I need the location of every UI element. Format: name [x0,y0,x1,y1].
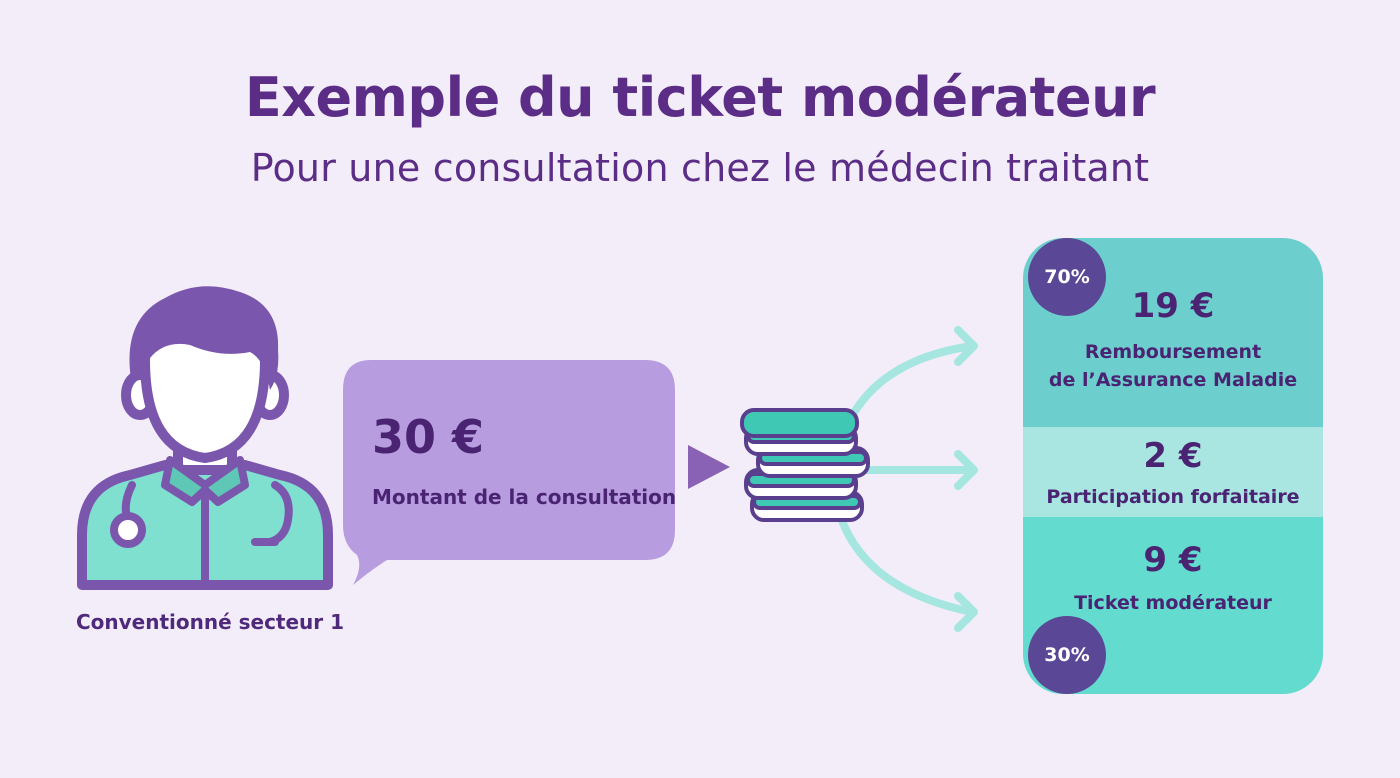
doctor-caption: Conventionné secteur 1 [75,610,345,634]
consultation-label: Montant de la consultation [372,485,677,509]
doctor-hair [129,286,279,390]
arrow-top-icon [841,326,978,434]
breakdown-panel: 19 € Remboursement de l’Assurance Maladi… [1023,238,1323,694]
page-title: Exemple du ticket modérateur [244,66,1156,129]
flat-fee-amount: 2 € [1143,436,1203,476]
flow-graphic [688,326,978,632]
doctor-collar [161,456,249,506]
flat-fee-section [1023,427,1323,517]
arrow-middle-icon [851,450,978,490]
arrow-bottom-icon [836,511,978,632]
ticket-amount: 9 € [1143,540,1203,580]
consultation-amount: 30 € [372,410,485,464]
consultation-bubble [343,360,675,585]
reimbursement-percent-badge: 70% [1028,238,1106,316]
coins-icon [740,408,870,522]
flat-fee-label: Participation forfaitaire [1046,486,1300,508]
reimbursement-label-line1: Remboursement [1084,341,1262,363]
ticket-percent-badge: 30% [1028,616,1106,694]
doctor-illustration [77,286,333,590]
ticket-label: Ticket modérateur [1074,592,1272,614]
doctor-face [139,329,271,464]
page-subtitle: Pour une consultation chez le médecin tr… [250,146,1150,190]
flow-pointer-icon [688,445,730,489]
reimbursement-label-line2: de l’Assurance Maladie [1048,369,1298,391]
reimbursement-amount: 19 € [1131,286,1215,326]
